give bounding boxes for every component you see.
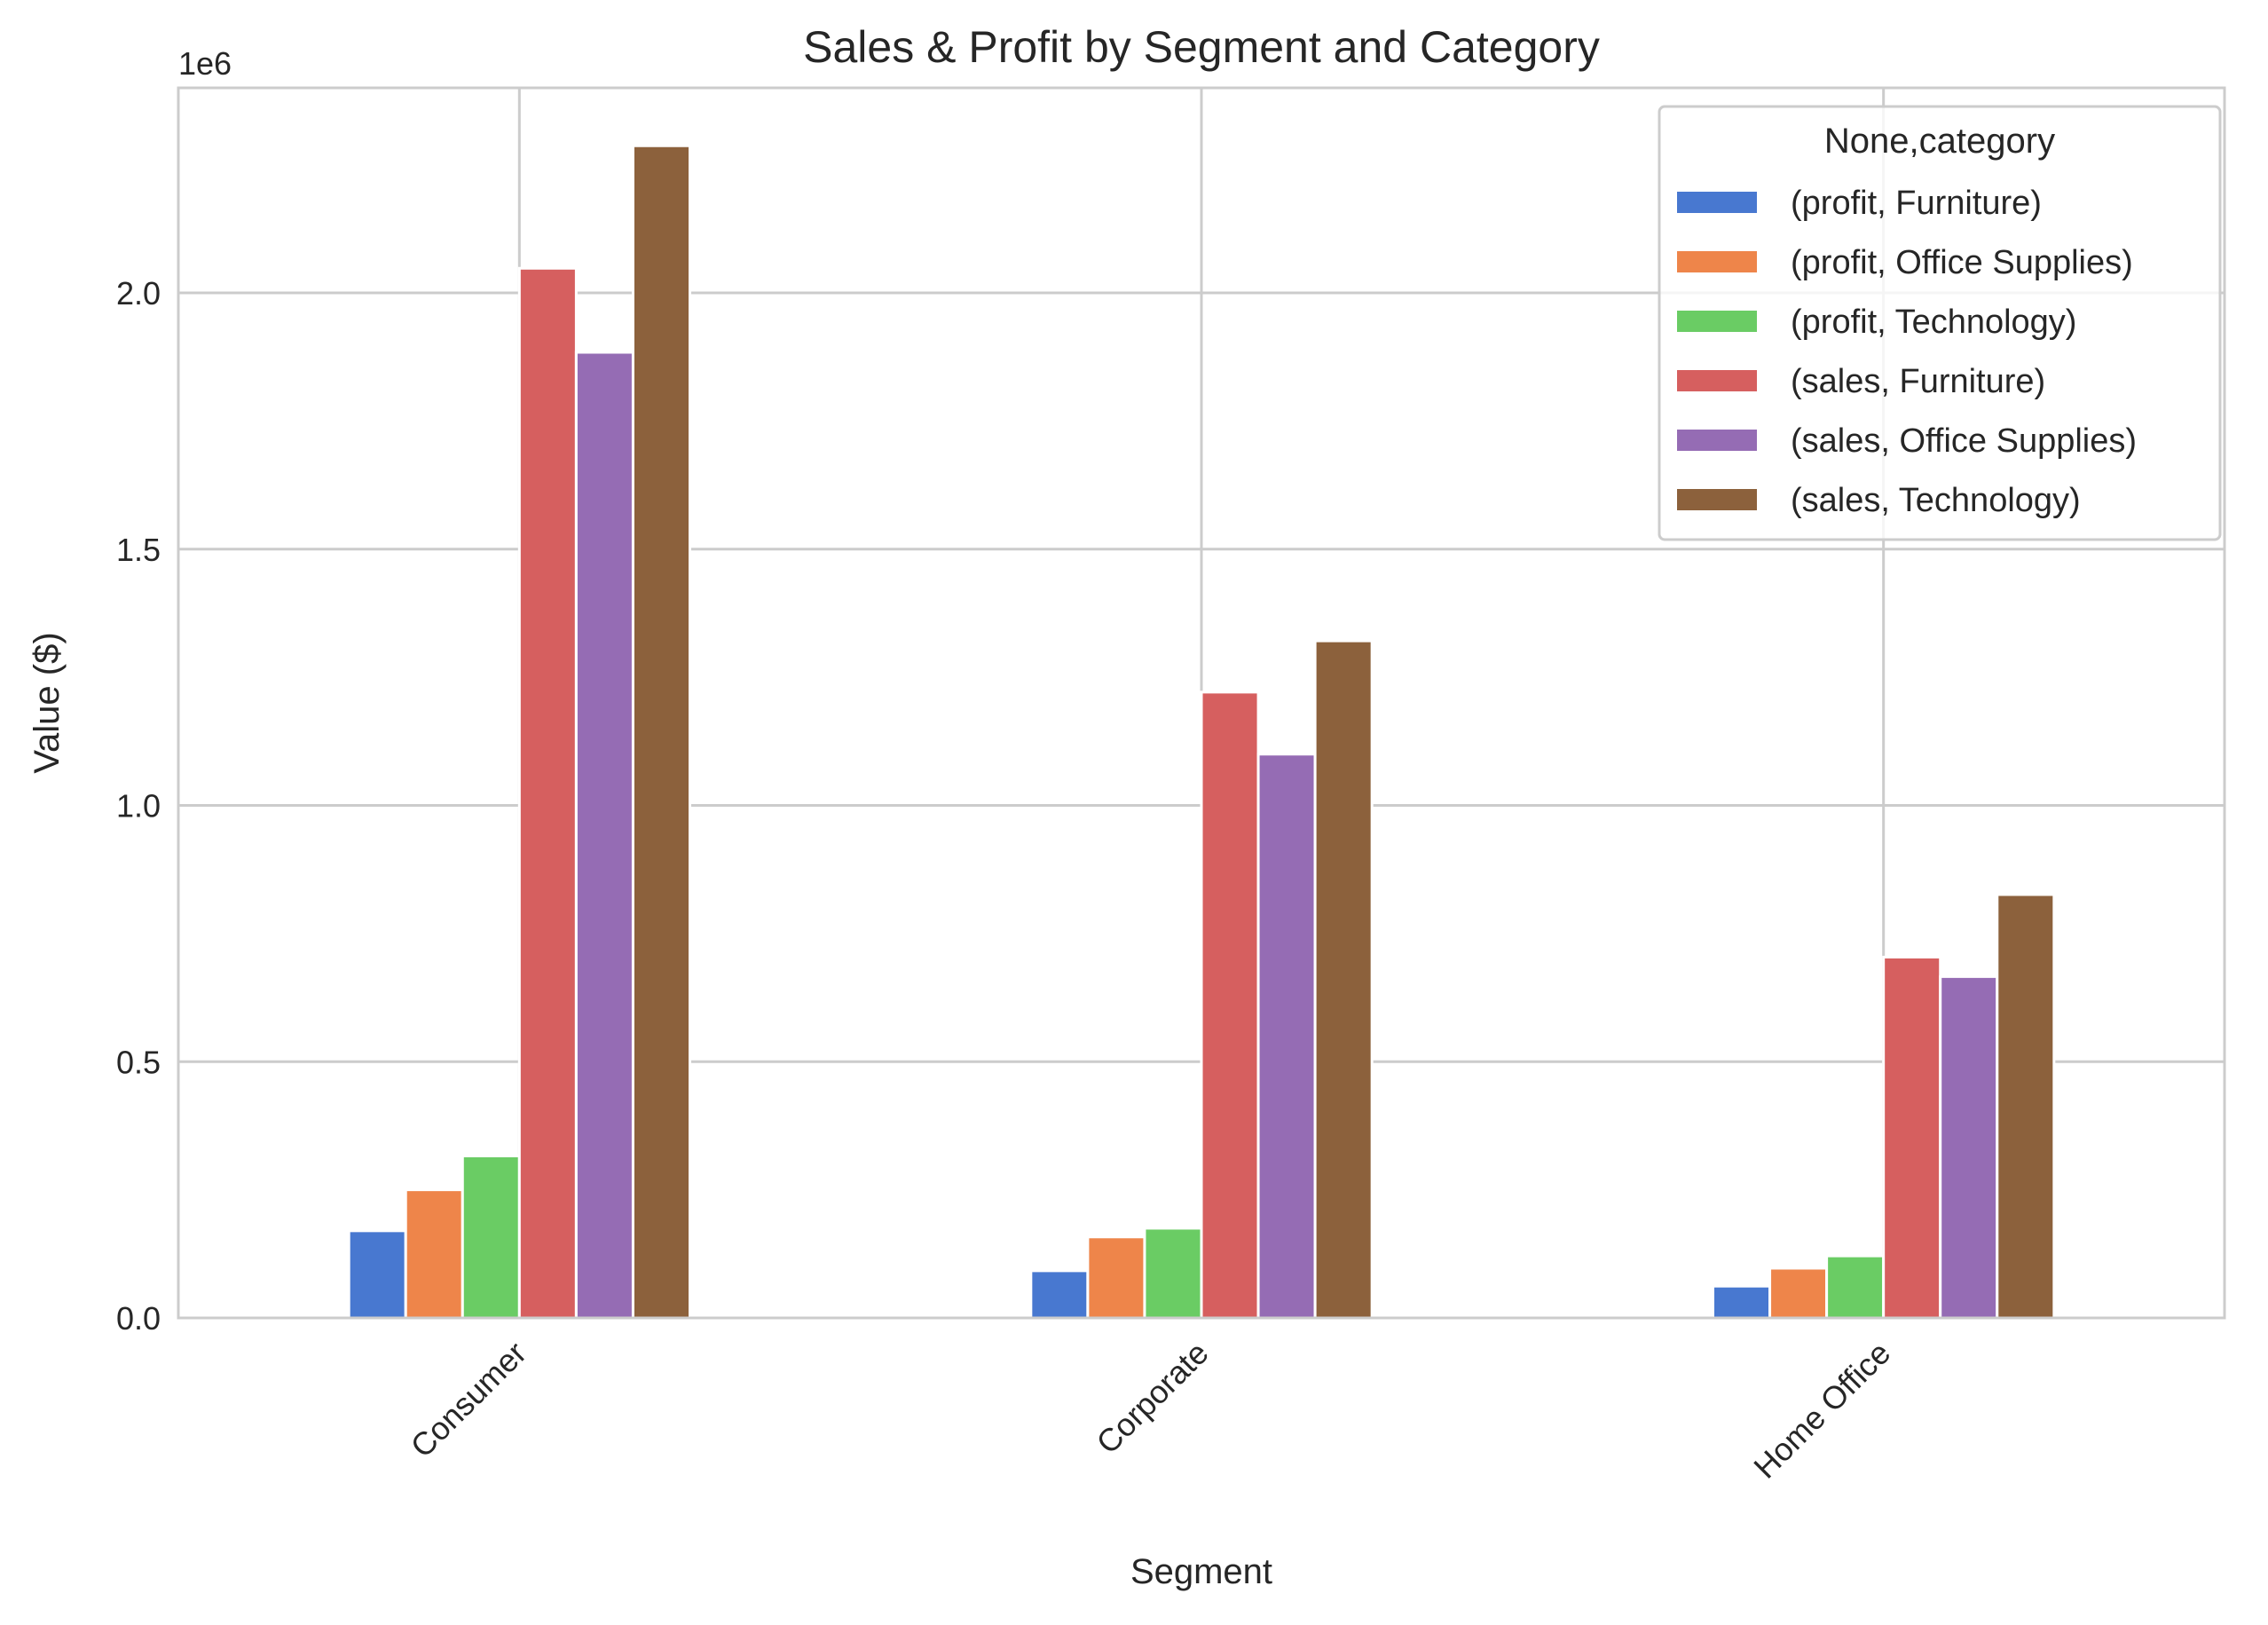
bar — [1086, 1235, 1146, 1320]
legend-title: None,category — [1824, 122, 2055, 161]
bar — [461, 1155, 521, 1320]
bar — [1313, 639, 1374, 1320]
y-axis-offset-label: 1e6 — [178, 45, 232, 82]
bar — [1825, 1254, 1886, 1320]
bar — [517, 266, 578, 1320]
y-tick-label: 2.0 — [116, 275, 161, 312]
bar — [574, 351, 634, 1320]
bar — [1768, 1266, 1829, 1320]
bars — [347, 144, 2056, 1320]
legend-label: (sales, Technology) — [1791, 482, 2081, 519]
legend-label: (profit, Furniture) — [1791, 185, 2042, 222]
y-tick-label: 1.5 — [116, 532, 161, 568]
bar — [1256, 753, 1317, 1320]
legend-swatch — [1677, 489, 1757, 510]
legend-label: (profit, Office Supplies) — [1791, 244, 2133, 281]
legend-entries: (profit, Furniture) (profit, Office Suppl… — [1677, 185, 2137, 519]
y-axis-label: Value ($) — [28, 632, 67, 773]
bar — [1200, 690, 1260, 1320]
legend: None,category (profit, Furniture)(profit… — [1658, 105, 2222, 541]
x-tick-label: Consumer — [404, 1335, 533, 1464]
bar — [404, 1188, 464, 1320]
legend-swatch — [1677, 311, 1757, 332]
bar — [631, 144, 692, 1320]
y-axis-ticks: 0.0 0.5 1.0 1.5 2.0 — [116, 275, 161, 1337]
y-tick-label: 1.0 — [116, 788, 161, 824]
legend-label: (sales, Office Supplies) — [1791, 422, 2137, 460]
x-axis-ticks: Consumer Corporate Home Office — [404, 1335, 1898, 1486]
bar — [1939, 974, 1999, 1320]
legend-box — [1658, 105, 2222, 541]
legend-swatch — [1677, 430, 1757, 451]
plot-frame — [177, 86, 2226, 1320]
legend-swatch — [1677, 251, 1757, 272]
bar — [1712, 1284, 1772, 1320]
bar — [1029, 1269, 1090, 1320]
chart-title: Sales & Profit by Segment and Category — [803, 22, 1600, 72]
x-axis-label: Segment — [1130, 1552, 1272, 1591]
bar — [347, 1229, 407, 1320]
bar — [1143, 1227, 1203, 1320]
legend-label: (sales, Furniture) — [1791, 363, 2045, 400]
y-tick-label: 0.5 — [116, 1044, 161, 1080]
legend-label: (profit, Technology) — [1791, 304, 2076, 341]
x-tick-label: Corporate — [1089, 1335, 1215, 1461]
x-tick-label: Home Office — [1746, 1335, 1897, 1486]
legend-swatch — [1677, 192, 1757, 213]
bar — [1882, 955, 1942, 1320]
legend-swatch — [1677, 370, 1757, 391]
y-tick-label: 0.0 — [116, 1300, 161, 1337]
bar — [1996, 893, 2056, 1320]
